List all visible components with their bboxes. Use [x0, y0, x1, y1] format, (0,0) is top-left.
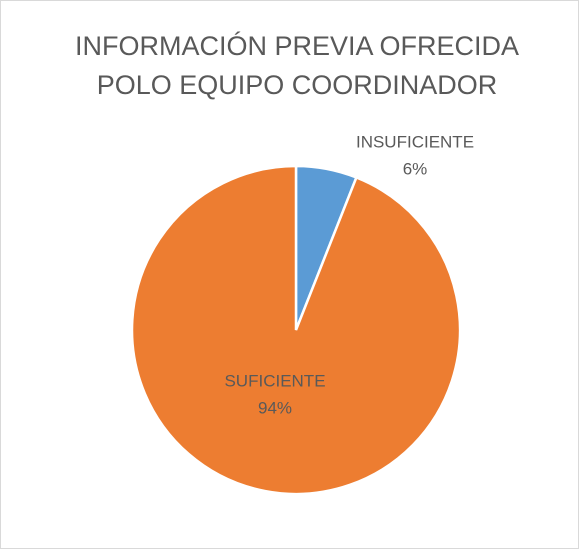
pie-slice: [130, 164, 462, 496]
data-label-category: INSUFICIENTE: [356, 132, 474, 151]
data-label-category: SUFICIENTE: [224, 371, 325, 390]
chart-title: INFORMACIÓN PREVIA OFRECIDA: [75, 30, 519, 61]
data-label-value: 6%: [403, 159, 428, 178]
data-label-value: 94%: [258, 398, 292, 417]
chart-title: POLO EQUIPO COORDINADOR: [97, 70, 498, 100]
